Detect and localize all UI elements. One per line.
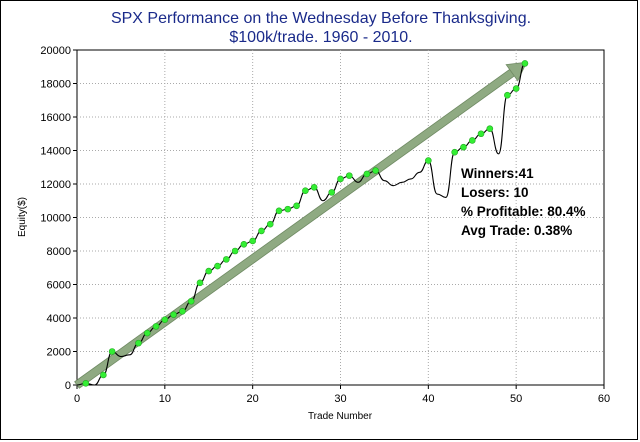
data-point [425,157,432,164]
data-point [100,371,107,379]
y-tick-label: 12000 [40,179,71,191]
data-point [451,148,458,156]
stat-losers: Losers: 10 [461,185,529,200]
data-point [337,175,344,183]
x-tick-label: 60 [598,393,610,405]
data-point [372,167,379,174]
chart-title: SPX Performance on the Wednesday Before … [111,10,531,27]
data-point [477,130,485,138]
y-tick-label: 8000 [47,246,71,258]
data-point [310,184,318,191]
x-axis-label: Trade Number [308,411,373,422]
data-point [521,60,529,67]
data-point [223,256,230,263]
x-tick-label: 30 [334,393,346,405]
y-tick-label: 6000 [47,280,71,292]
data-point [284,205,292,213]
x-tick-label: 50 [510,393,522,405]
data-point [512,85,520,92]
y-tick-label: 18000 [40,79,71,91]
data-point [504,91,511,99]
y-tick-label: 0 [65,380,71,392]
data-point [205,267,213,275]
data-point [249,237,256,245]
data-point [293,202,300,210]
data-point [196,279,204,287]
data-point [108,348,116,355]
data-point [266,220,274,228]
stat-avg-trade: Avg Trade: 0.38% [461,223,572,238]
data-point [152,323,160,330]
trend-arrow-head [505,61,528,82]
data-point [82,380,90,387]
data-point [214,262,221,270]
data-point [275,207,283,215]
data-point [179,307,186,315]
data-point [187,297,195,305]
data-points [82,60,529,387]
data-point [363,170,371,178]
x-tick-label: 20 [247,393,259,405]
stats-annotation: Winners:41 Losers: 10 % Profitable: 80.4… [461,166,586,238]
y-axis-label: Equity($) [17,197,28,237]
y-tick-label: 14000 [40,146,71,158]
data-point [302,187,309,194]
equity-line [76,62,526,386]
y-tick-label: 16000 [40,112,71,124]
x-tick-label: 10 [159,393,171,405]
y-tick-label: 10000 [40,213,71,225]
data-point [170,311,177,318]
x-tick-label: 0 [74,393,80,405]
data-point [143,329,151,337]
y-tick-label: 4000 [47,313,71,325]
data-point [240,241,248,248]
y-tick-label: 20000 [40,45,71,57]
axis-ticks: 0 2000 4000 6000 8000 10000 12000 14000 16000 180… [40,45,610,405]
data-point [328,189,336,196]
data-point [258,227,265,235]
data-point [468,137,476,144]
data-point [161,316,169,323]
x-tick-label: 40 [422,393,434,405]
stat-profitable: % Profitable: 80.4% [461,204,586,219]
data-point [135,339,142,347]
data-point [486,125,494,133]
y-tick-label: 2000 [47,347,71,359]
stat-winners: Winners:41 [461,166,534,181]
chart-subtitle: $100k/trade. 1960 - 2010. [229,29,412,46]
series-group [76,62,526,386]
data-point [460,143,467,151]
data-point [345,172,353,179]
data-point [231,247,239,255]
